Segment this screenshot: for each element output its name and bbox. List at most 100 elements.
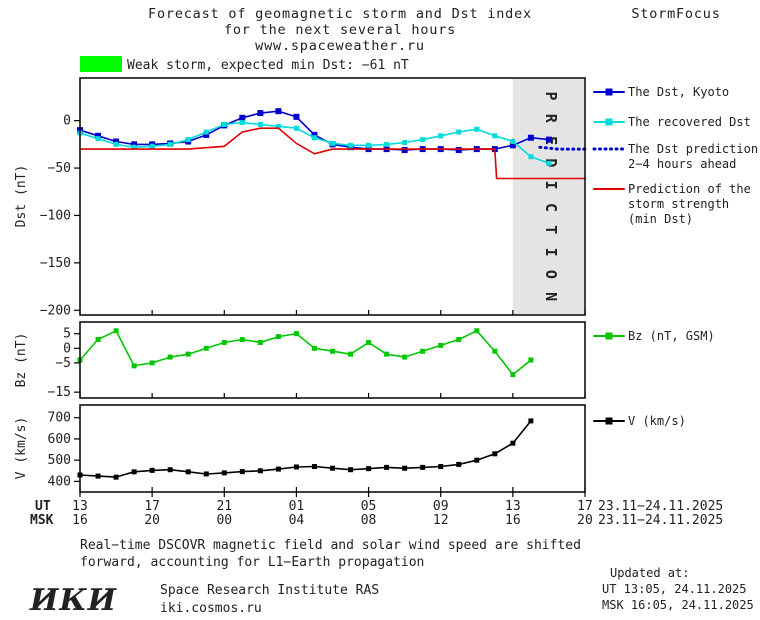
legend-dst: The Dst, Kyoto The recovered Dst The Dst p… — [592, 85, 758, 226]
org-name: Space Research Institute RAS — [160, 583, 379, 598]
marker-the-recovered-dst — [510, 139, 516, 145]
marker-the-recovered-dst — [149, 143, 155, 149]
legend-label: The Dst, Kyoto — [628, 85, 729, 99]
marker-v-km-s — [203, 471, 209, 477]
legend-label: Prediction of the — [628, 182, 751, 196]
marker-bz-nt-gsm — [149, 360, 155, 366]
marker-the-dst-kyoto — [293, 113, 300, 120]
marker-v-km-s — [330, 465, 335, 471]
prediction-watermark-letter: C — [542, 203, 560, 212]
marker-the-dst-kyoto — [311, 131, 318, 138]
marker-the-dst-kyoto — [131, 141, 138, 148]
prediction-watermark-letter: O — [542, 270, 560, 279]
legend-marker-square — [605, 88, 613, 96]
legend-bz: Bz (nT, GSM) — [593, 329, 715, 343]
marker-the-recovered-dst — [474, 126, 480, 132]
marker-the-recovered-dst — [113, 141, 119, 147]
marker-the-recovered-dst — [203, 129, 209, 135]
ut-tick-label: 13 — [72, 499, 88, 514]
legend-label: The Dst prediction — [628, 142, 758, 156]
footer-line2: forward, accounting for L1−Earth propaga… — [80, 555, 424, 570]
y-tick-label: 400 — [48, 474, 71, 489]
legend-label: storm strength — [628, 197, 729, 211]
panel-bz: 50−5 −15 — [48, 321, 586, 400]
msk-tick-label: 12 — [433, 513, 449, 528]
marker-the-recovered-dst — [438, 133, 444, 139]
marker-the-dst-kyoto — [95, 132, 102, 139]
marker-bz-nt-gsm — [257, 339, 263, 345]
series-bz-nt-gsm — [79, 329, 532, 376]
y-tick-label: 0 — [63, 114, 71, 129]
legend-label: Bz (nT, GSM) — [628, 329, 715, 343]
marker-bz-nt-gsm — [420, 348, 426, 354]
marker-bz-nt-gsm — [311, 345, 317, 351]
marker-the-dst-kyoto — [509, 142, 516, 149]
marker-the-dst-kyoto — [401, 147, 408, 154]
msk-tick-label: 16 — [72, 513, 88, 528]
marker-the-recovered-dst — [366, 142, 372, 148]
prediction-watermark-letter: T — [542, 225, 560, 234]
marker-the-dst-kyoto — [113, 138, 120, 145]
marker-v-km-s — [149, 467, 155, 473]
marker-v-km-s — [113, 474, 119, 480]
marker-bz-nt-gsm — [492, 348, 498, 354]
legend-label: The recovered Dst — [628, 115, 751, 129]
legend-label: (min Dst) — [628, 212, 693, 226]
marker-bz-nt-gsm — [167, 354, 173, 360]
marker-bz-nt-gsm — [275, 334, 281, 340]
storm-banner-text: Weak storm, expected min Dst: −61 nT — [127, 58, 409, 73]
marker-v-km-s — [95, 473, 101, 479]
y-tick-label: 600 — [48, 432, 71, 447]
legend-marker-square — [605, 118, 613, 126]
y-tick-label: −200 — [40, 303, 71, 318]
series-prediction-of-the-storm-strength-min-dst — [79, 127, 586, 180]
marker-the-recovered-dst — [293, 125, 299, 131]
marker-bz-nt-gsm — [348, 351, 354, 357]
ut-tick-label: 21 — [216, 499, 232, 514]
y-tick-label: 5 — [63, 327, 71, 342]
marker-v-km-s — [528, 418, 534, 424]
msk-date-range: 23.11−24.11.2025 — [598, 513, 723, 528]
marker-v-km-s — [167, 467, 173, 473]
ut-tick-label: 09 — [433, 499, 449, 514]
marker-v-km-s — [474, 457, 480, 463]
marker-v-km-s — [293, 464, 299, 470]
storm-level-swatch — [80, 56, 122, 72]
prediction-watermark-letter: P — [542, 91, 560, 100]
prediction-watermark-letter: R — [542, 114, 560, 124]
marker-the-dst-kyoto — [203, 131, 210, 138]
marker-bz-nt-gsm — [402, 354, 408, 360]
v-axis-title: V (km/s) — [14, 417, 29, 480]
marker-the-recovered-dst — [384, 141, 390, 147]
marker-bz-nt-gsm — [131, 363, 137, 369]
marker-v-km-s — [239, 469, 245, 475]
legend-label: V (km/s) — [628, 414, 686, 428]
marker-bz-nt-gsm — [185, 351, 191, 357]
marker-v-km-s — [492, 451, 498, 457]
marker-the-dst-kyoto — [545, 136, 552, 143]
ut-tick-label: 17 — [577, 499, 593, 514]
marker-the-recovered-dst — [420, 137, 426, 143]
prediction-watermark-letter: I — [542, 181, 560, 190]
panel-border — [79, 77, 586, 316]
y-tick-label: −100 — [40, 208, 71, 223]
marker-the-recovered-dst — [257, 121, 263, 127]
brand-stormfocus: StormFocus — [631, 6, 720, 22]
marker-v-km-s — [420, 464, 426, 470]
marker-bz-nt-gsm — [438, 342, 444, 348]
marker-the-recovered-dst — [95, 136, 101, 142]
panel-border — [79, 321, 586, 399]
marker-bz-nt-gsm — [293, 331, 299, 337]
marker-the-recovered-dst — [275, 123, 281, 129]
y-tick-label: 700 — [48, 411, 71, 426]
series-the-dst-prediction-2-4-hours-ahead — [538, 145, 587, 151]
y-tick-label: −15 — [48, 385, 71, 400]
page-title-line1: Forecast of geomagnetic storm and Dst in… — [148, 6, 532, 22]
updated-ut-time: UT 13:05, 24.11.2025 — [602, 582, 747, 596]
marker-the-recovered-dst — [546, 160, 552, 166]
ut-tick-label: 17 — [144, 499, 160, 514]
marker-v-km-s — [402, 465, 408, 471]
prediction-watermark-letter: N — [542, 292, 560, 301]
